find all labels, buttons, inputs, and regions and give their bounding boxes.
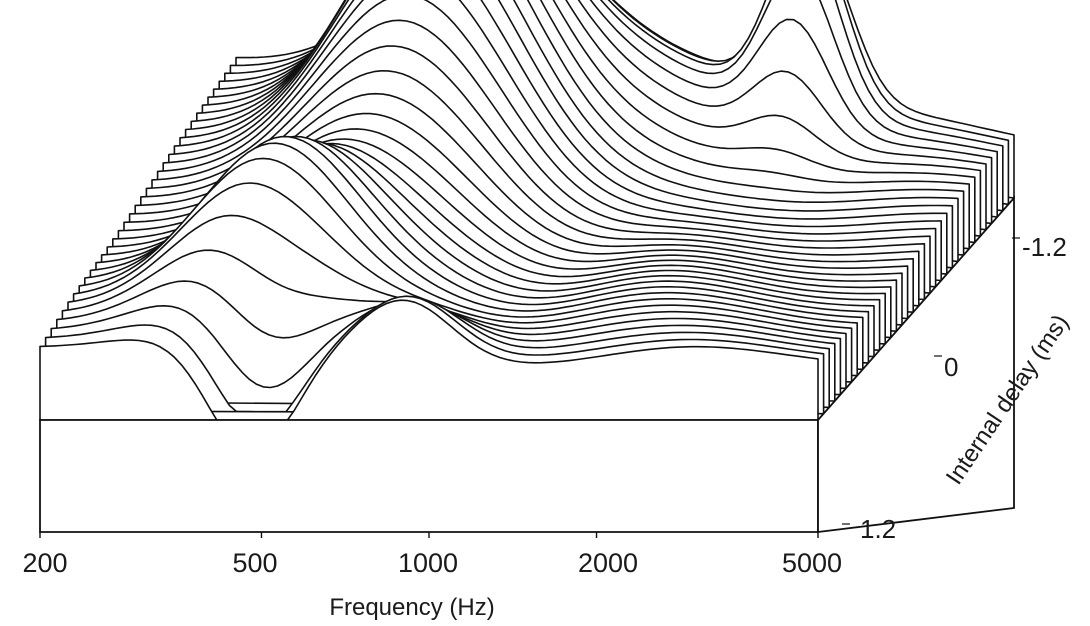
x-axis-label: Frequency (Hz): [329, 594, 495, 621]
base-box: [39, 195, 1020, 538]
box-front-face: [39, 419, 819, 533]
x-tick-label: 1000: [397, 548, 459, 578]
y-tick-label: 0: [944, 352, 959, 382]
delay-trace: [39, 299, 819, 421]
y-tick-label: 1.2: [860, 514, 897, 544]
x-tick-label: 2000: [577, 548, 639, 578]
x-tick-label: 5000: [781, 548, 843, 578]
x-tick-label: 500: [232, 548, 278, 578]
box-side-face: [817, 195, 1015, 534]
x-tick-label: 200: [22, 548, 68, 578]
surface-traces: [39, 0, 1015, 421]
y-tick-label: -1.2: [1022, 232, 1067, 262]
